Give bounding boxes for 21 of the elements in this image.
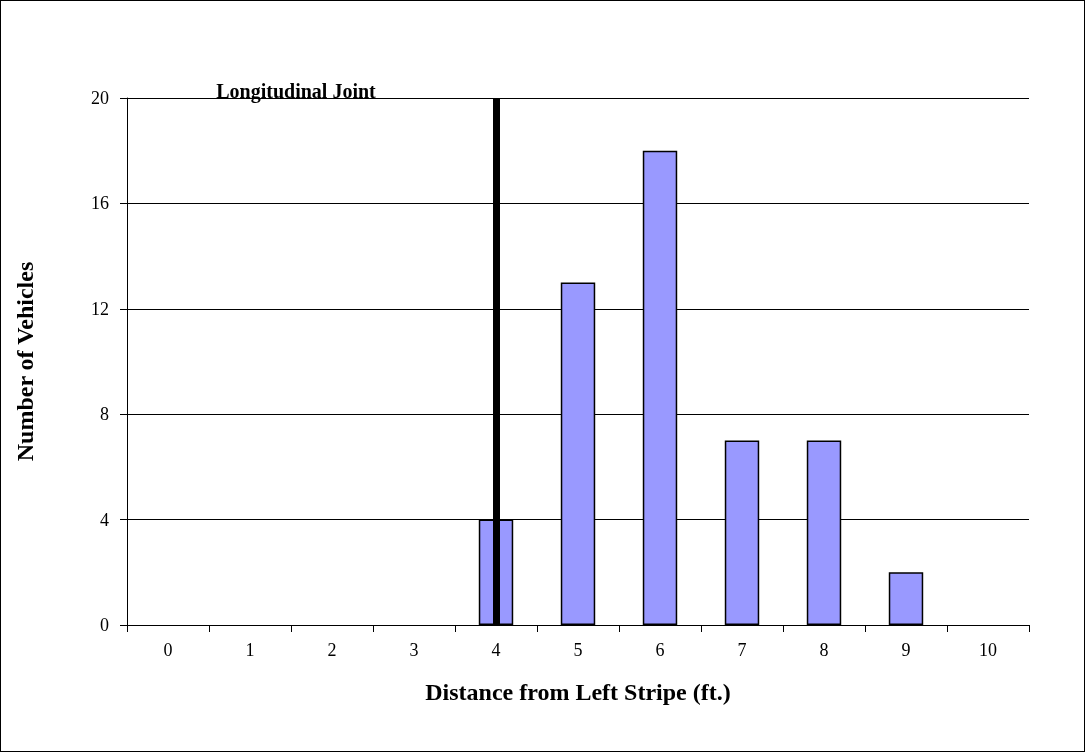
y-tick-label: 8 bbox=[100, 404, 109, 425]
x-tick-label: 3 bbox=[409, 640, 419, 660]
y-tick-label: 20 bbox=[91, 88, 109, 108]
x-tick-label: 1 bbox=[245, 640, 255, 660]
x-tick-label: 0 bbox=[163, 640, 173, 660]
y-tick-label: 4 bbox=[100, 509, 109, 530]
x-tick-label: 2 bbox=[327, 640, 337, 660]
bar bbox=[888, 572, 924, 625]
x-tick-label: 9 bbox=[901, 640, 911, 660]
x-tick-label: 8 bbox=[819, 640, 829, 660]
y-tick-label: 12 bbox=[91, 298, 109, 319]
x-tick-label: 7 bbox=[737, 640, 747, 660]
x-axis-title: Distance from Left Stripe (ft.) bbox=[425, 679, 731, 705]
ref-line-label: Longitudinal Joint bbox=[216, 80, 377, 103]
x-tick-label: 4 bbox=[491, 640, 501, 660]
x-tick-label: 5 bbox=[573, 640, 583, 660]
y-tick-label: 0 bbox=[100, 615, 109, 635]
y-axis-title: Number of Vehicles bbox=[12, 261, 38, 462]
x-tick-label: 10 bbox=[979, 640, 997, 660]
y-tick-label: 16 bbox=[91, 193, 109, 214]
x-tick-label: 6 bbox=[655, 640, 665, 660]
